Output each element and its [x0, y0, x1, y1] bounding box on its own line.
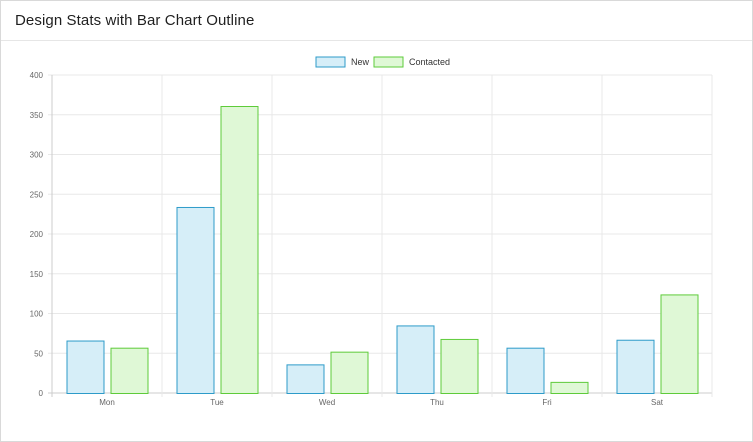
y-tick-label: 150 — [30, 270, 44, 279]
card-header: Design Stats with Bar Chart Outline — [1, 1, 752, 41]
y-tick-label: 400 — [30, 71, 44, 80]
y-tick-label: 300 — [30, 151, 44, 160]
bar-contacted-tue — [220, 106, 259, 394]
bar-chart: New Contacted 0 50 100 150 200 250 300 350 400 Mon T… — [30, 56, 713, 407]
x-tick-label: Wed — [319, 398, 335, 407]
bar-new-sat — [616, 339, 655, 394]
x-tick-label: Sat — [651, 398, 664, 407]
y-tick-label: 350 — [30, 111, 44, 120]
y-tick-label: 100 — [30, 310, 44, 319]
bar-new-mon — [66, 340, 105, 394]
card-title: Design Stats with Bar Chart Outline — [15, 12, 255, 29]
x-tick-label: Tue — [210, 398, 224, 407]
bar-new-tue — [176, 206, 215, 394]
bar-new-wed — [286, 364, 325, 395]
y-tick-label: 0 — [39, 389, 44, 398]
legend-label-new: New — [351, 57, 370, 67]
bar-contacted-mon — [110, 347, 149, 394]
bar-contacted-wed — [330, 351, 369, 395]
bar-new-thu — [396, 325, 435, 394]
legend-swatch-new — [315, 56, 346, 68]
y-tick-label: 250 — [30, 190, 44, 199]
y-tick-label: 50 — [34, 349, 43, 358]
y-tick-label: 200 — [30, 230, 44, 239]
bar-contacted-fri — [550, 381, 589, 394]
bar-new-fri — [506, 347, 545, 394]
legend-swatch-contacted — [373, 56, 404, 68]
x-tick-label: Thu — [430, 398, 444, 407]
legend-label-contacted: Contacted — [409, 57, 450, 67]
bar-contacted-thu — [440, 338, 479, 395]
x-tick-label: Mon — [99, 398, 115, 407]
bar-contacted-sat — [660, 294, 699, 394]
x-tick-label: Fri — [542, 398, 552, 407]
